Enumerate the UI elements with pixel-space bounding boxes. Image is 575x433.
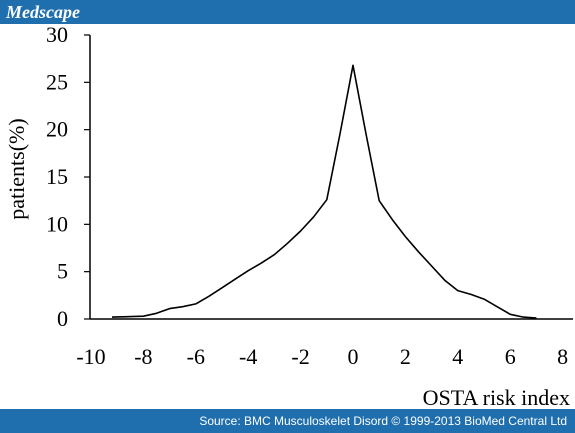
y-tick-label: 15 [46, 164, 68, 189]
footer-bar: Source: BMC Musculoskelet Disord © 1999-… [0, 409, 575, 433]
x-tick-label: -10 [76, 344, 105, 369]
header-bar: Medscape [0, 0, 575, 24]
medscape-logo: Medscape [6, 2, 80, 22]
x-tick-label: -2 [291, 344, 309, 369]
y-tick-label: 20 [46, 117, 68, 142]
x-tick-label: 6 [505, 344, 516, 369]
y-axis-label: patients(%) [4, 118, 29, 219]
source-credit: Source: BMC Musculoskelet Disord © 1999-… [199, 414, 567, 428]
x-tick-label: 2 [400, 344, 411, 369]
x-tick-label: -4 [239, 344, 257, 369]
series-line [111, 64, 537, 319]
x-tick-label: -8 [134, 344, 152, 369]
y-tick-label: 0 [57, 306, 68, 331]
y-tick-label: 10 [46, 211, 68, 236]
line-chart: 0 5 10 15 20 25 30 -10 -8 -6 -4 -2 0 2 4 6 8 OSTA risk in… [4, 24, 573, 409]
x-tick-label: 4 [452, 344, 463, 369]
x-tick-label: -6 [187, 344, 205, 369]
x-tick-label: 0 [348, 344, 359, 369]
y-tick-label: 30 [46, 24, 68, 47]
x-tick-label: 8 [557, 344, 568, 369]
y-tick-label: 25 [46, 69, 68, 94]
y-tick-label: 5 [57, 259, 68, 284]
x-axis-label: OSTA risk index [423, 385, 570, 409]
